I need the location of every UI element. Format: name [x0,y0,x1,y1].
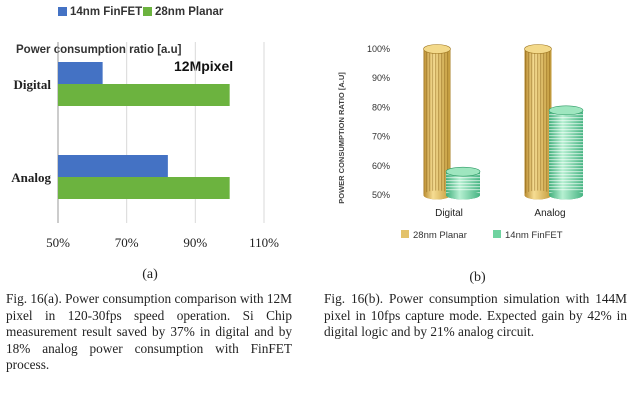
chart-b-tick-label: 90% [372,73,390,83]
chart-b-tick-label: 80% [372,102,390,112]
chart-b-bar-digital-planar [423,44,451,200]
caption-b: Fig. 16(b). Power consumption simulation… [324,291,627,340]
chart-a-category-labels: Digital Analog [11,77,51,185]
chart-a-category-label: Analog [11,170,51,185]
legend-swatch-finfet [58,7,67,16]
figure-panel-a: 14nm FinFET 28nm Planar Power consumptio… [0,0,318,414]
chart-a-tick-labels: 50% 70% 90% 110% [46,235,279,250]
chart-a-annotation: 12Mpixel [174,58,233,74]
chart-b-legend-swatch [401,230,409,238]
chart-b-tick-label: 60% [372,161,390,171]
chart-b-bar-analog-planar [524,44,552,200]
legend-swatch-planar [143,7,152,16]
chart-b-tick-label: 70% [372,132,390,142]
panel-a-label: (a) [142,267,158,282]
chart-b: POWER CONSUMPTION RATIO [A.U] 100% 90% 80%… [337,44,584,241]
legend-label-planar: 28nm Planar [155,6,224,18]
chart-a-bar-analog-finfet [58,155,168,177]
figure-panel-b: POWER CONSUMPTION RATIO [A.U] 100% 90% 80%… [318,0,637,414]
chart-a-tick-label: 50% [46,235,70,250]
chart-b-category-label: Digital [435,208,463,219]
chart-a-tick-label: 90% [183,235,207,250]
chart-b-legend-swatch [493,230,501,238]
legend-label-finfet: 14nm FinFET [70,6,142,18]
chart-a-bar-digital-planar [58,84,230,106]
chart-a-bar-digital-finfet [58,62,103,84]
chart-b-tick-label: 100% [367,44,390,54]
chart-b-bar-digital-finfet [445,166,481,200]
chart-a: 14nm FinFET 28nm Planar Power consumptio… [11,6,279,250]
panel-b-label: (b) [469,270,486,285]
chart-b-legend: 28nm Planar 14nm FinFET [401,230,563,241]
chart-a-tick-label: 70% [115,235,139,250]
chart-b-category-labels: Digital Analog [435,208,565,219]
chart-b-bars [423,44,584,200]
chart-b-ylabel: POWER CONSUMPTION RATIO [A.U] [337,72,346,204]
chart-a-title: Power consumption ratio [a.u] [16,44,182,56]
chart-a-category-label: Digital [13,77,51,92]
chart-b-legend-label: 14nm FinFET [505,230,563,241]
chart-a-bar-analog-planar [58,177,230,199]
chart-a-tick-label: 110% [249,235,279,250]
caption-a: Fig. 16(a). Power consumption comparison… [6,291,292,373]
chart-b-bar-analog-finfet [548,105,584,200]
chart-b-legend-label: 28nm Planar [413,230,467,241]
chart-a-bars [58,62,230,199]
chart-b-category-label: Analog [534,208,565,219]
chart-b-tick-label: 50% [372,190,390,200]
chart-b-tick-labels: 100% 90% 80% 70% 60% 50% [367,44,390,200]
